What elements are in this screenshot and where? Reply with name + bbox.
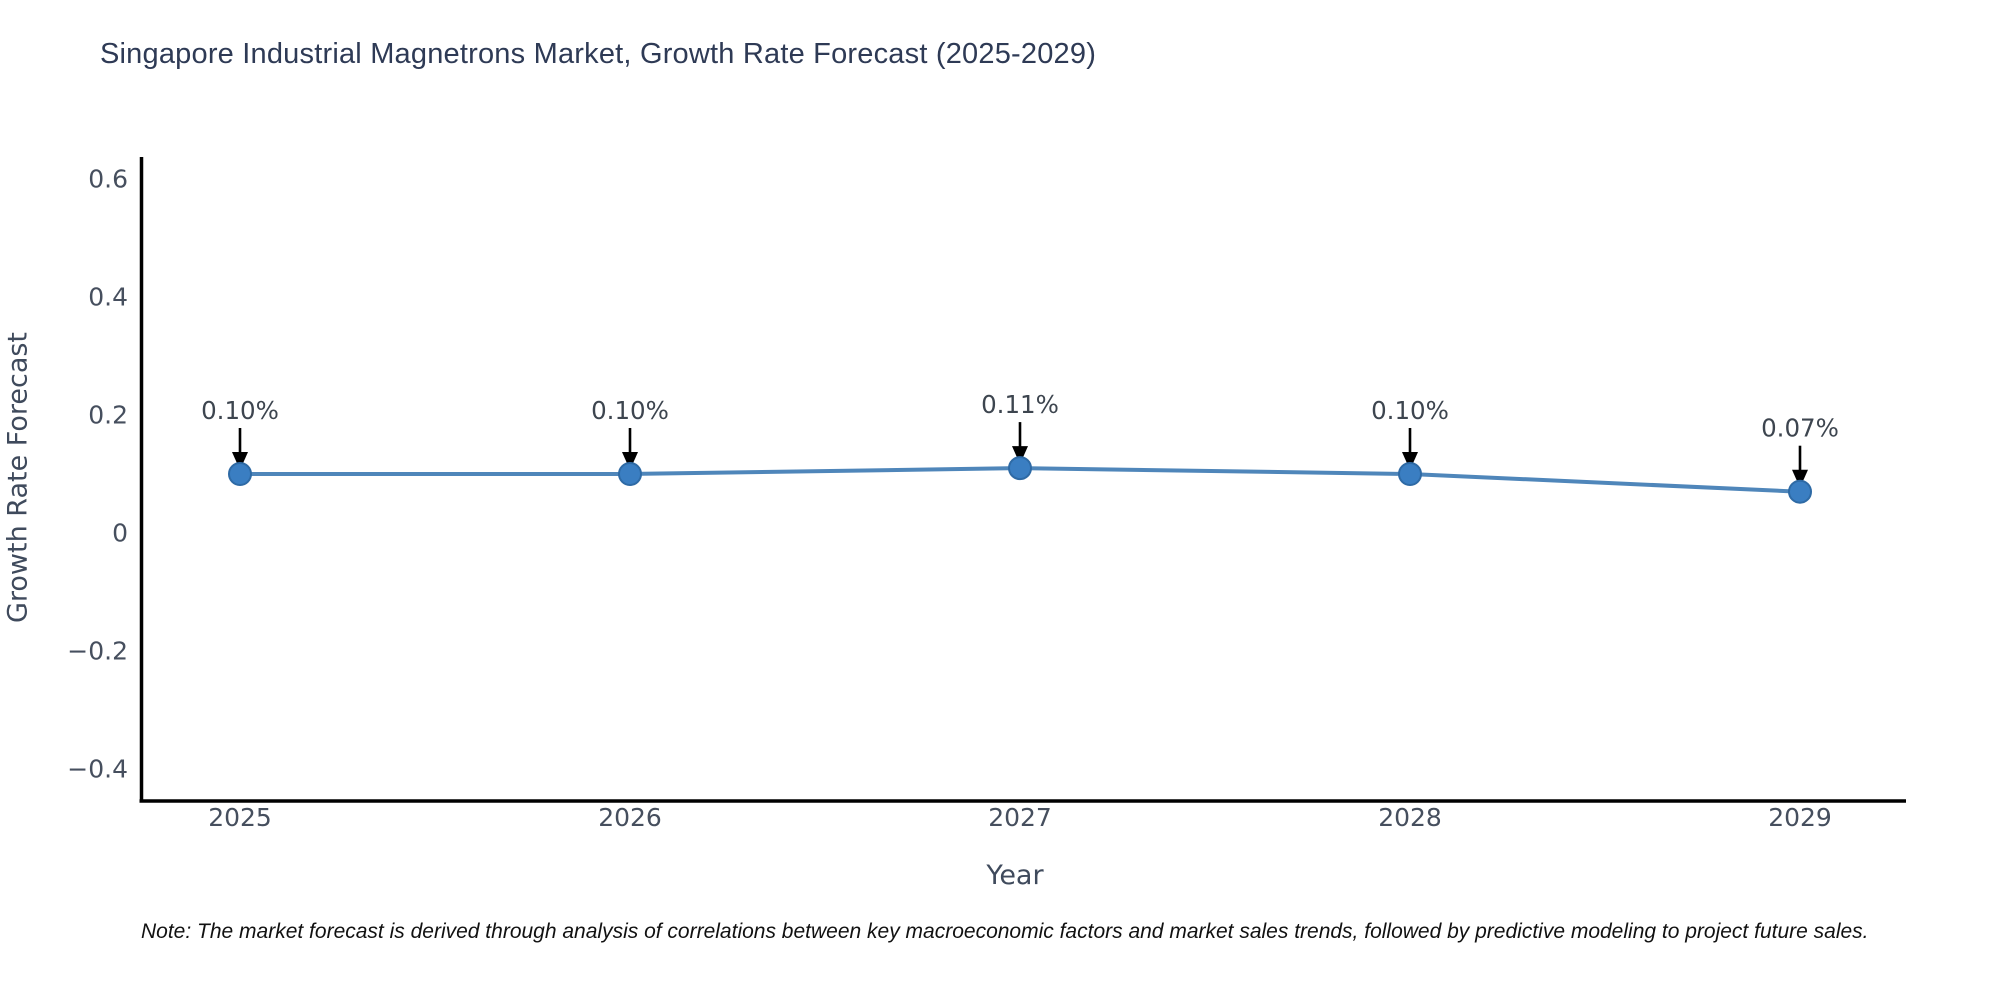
chart-title: Singapore Industrial Magnetrons Market, … [100, 38, 1097, 70]
y-tick-label: −0.4 [67, 755, 128, 784]
data-point-marker [618, 462, 642, 486]
data-point-marker [1788, 479, 1812, 504]
annotation-arrowhead [1792, 469, 1808, 488]
footnote: Note: The market forecast is derived thr… [141, 920, 1869, 943]
data-point-marker [1008, 456, 1032, 481]
annotation-label: 0.07% [1761, 414, 1839, 443]
annotation-arrowhead [232, 452, 248, 470]
x-tick-label: 2029 [1768, 803, 1832, 832]
annotation-label: 0.10% [591, 396, 669, 425]
y-tick-label: 0.6 [88, 165, 128, 194]
annotation-arrowhead [622, 452, 638, 470]
x-axis-label: Year [986, 860, 1044, 891]
y-tick-label: −0.2 [67, 637, 128, 666]
annotation-label: 0.10% [201, 396, 279, 425]
data-point-marker [1398, 462, 1422, 486]
annotation-label: 0.11% [981, 390, 1059, 419]
annotation-arrowhead [1012, 446, 1028, 465]
annotation-arrowhead [1402, 452, 1418, 470]
y-tick-label: 0.4 [88, 283, 128, 312]
data-point-marker [228, 462, 252, 486]
x-tick-label: 2028 [1378, 803, 1442, 832]
y-tick-label: 0 [112, 519, 128, 548]
x-tick-label: 2025 [208, 803, 272, 832]
annotation-label: 0.10% [1371, 396, 1449, 425]
y-axis-label: Growth Rate Forecast [2, 331, 34, 624]
x-tick-label: 2026 [598, 803, 662, 832]
y-tick-label: 0.2 [88, 401, 128, 430]
x-tick-label: 2027 [988, 803, 1052, 832]
